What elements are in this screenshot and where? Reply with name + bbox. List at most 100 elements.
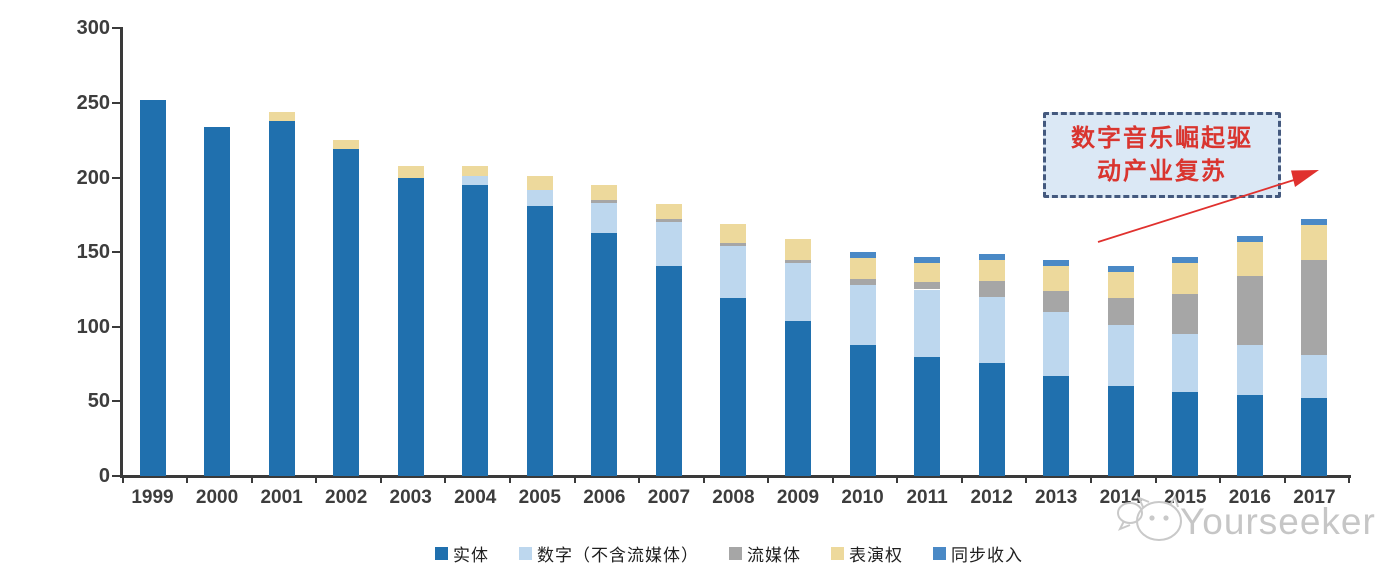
bar-segment	[978, 280, 1005, 297]
y-axis-line	[120, 27, 123, 477]
bar-segment	[978, 362, 1005, 476]
annotation-text-line2: 动产业复苏	[1097, 158, 1227, 185]
bar-segment	[1236, 235, 1263, 242]
legend: 实体 数字（不含流媒体） 流媒体 表演权 同步收入	[60, 541, 1398, 566]
legend-label: 实体	[453, 546, 489, 565]
legend-item: 数字（不含流媒体）	[519, 541, 699, 566]
x-axis-tick-label: 2002	[325, 487, 368, 508]
x-axis-tick	[379, 476, 382, 483]
bar-segment	[1107, 386, 1134, 476]
x-axis-tick-label: 2013	[1035, 487, 1078, 508]
x-axis-tick-label: 2005	[518, 487, 561, 508]
x-axis-tick-label: 2017	[1293, 487, 1336, 508]
bar-segment	[397, 177, 424, 476]
x-axis-tick-label: 2011	[906, 487, 948, 508]
bar-segment	[849, 285, 876, 345]
bar-segment	[1236, 241, 1263, 277]
bar-segment	[849, 279, 876, 285]
bar-segment	[591, 199, 618, 203]
x-axis-tick-label: 2014	[1099, 487, 1142, 508]
x-axis-tick	[1283, 476, 1286, 483]
bar-segment	[655, 222, 682, 266]
bar-segment	[1043, 259, 1070, 266]
bar-segment	[1107, 298, 1134, 326]
watermark-text: Yourseeker	[1180, 501, 1376, 542]
bar-segment	[914, 256, 941, 263]
x-axis-tick	[638, 476, 641, 483]
y-axis-tick	[112, 475, 121, 477]
bar-segment	[462, 165, 489, 177]
y-axis-tick-label: 200	[76, 166, 110, 189]
y-axis-tick-label: 0	[98, 465, 110, 487]
bar-segment	[978, 296, 1005, 363]
x-axis-tick-label: 2012	[970, 487, 1013, 508]
y-axis-tick	[112, 176, 121, 179]
bar-segment	[591, 185, 618, 200]
bar-segment	[720, 246, 747, 299]
bar-segment	[914, 282, 941, 290]
bar-segment	[526, 176, 553, 190]
legend-swatch-icon	[831, 547, 844, 560]
bar-segment	[139, 100, 166, 476]
bar-segment	[1172, 256, 1199, 263]
y-axis-tick	[112, 400, 121, 403]
bar-segment	[591, 232, 618, 476]
bar-segment	[1301, 398, 1328, 476]
x-axis-tick-label: 2016	[1228, 487, 1271, 508]
x-axis-tick	[767, 476, 770, 483]
legend-item: 同步收入	[933, 541, 1023, 566]
x-axis-tick	[315, 476, 318, 483]
x-axis-tick	[896, 476, 899, 483]
bar-segment	[720, 243, 747, 247]
x-axis-tick-label: 2003	[389, 487, 432, 508]
bar-segment	[785, 320, 811, 476]
x-axis-tick-label: 2010	[841, 487, 884, 508]
x-axis-tick	[1154, 476, 1157, 483]
y-axis-tick-label: 250	[76, 92, 110, 114]
bar-segment	[849, 344, 876, 476]
bar-segment	[785, 259, 811, 263]
bar-segment	[1043, 376, 1070, 476]
y-axis-tick	[112, 325, 121, 328]
x-axis-line	[120, 475, 1351, 478]
y-axis-tick-label: 100	[76, 315, 110, 338]
legend-swatch-icon	[519, 547, 532, 560]
x-axis-tick	[1219, 476, 1222, 483]
bar-segment	[785, 262, 811, 321]
bar-segment	[720, 298, 747, 476]
bar-segment	[1172, 293, 1199, 335]
legend-label: 同步收入	[951, 546, 1023, 565]
annotation-text-line1: 数字音乐崛起驱	[1071, 125, 1253, 152]
bar-segment	[1043, 265, 1070, 291]
x-axis-tick	[250, 476, 253, 483]
bar-segment	[1172, 334, 1199, 393]
bar-segment	[1236, 276, 1263, 345]
x-axis-tick	[1025, 476, 1028, 483]
bar-segment	[1236, 344, 1263, 396]
legend-label: 表演权	[849, 546, 903, 565]
bar-segment	[333, 140, 360, 150]
x-axis-tick-label: 2006	[583, 487, 626, 508]
bar-segment	[914, 262, 941, 283]
x-axis-tick	[831, 476, 834, 483]
bar-segment	[591, 202, 618, 233]
bar-segment	[849, 258, 876, 280]
legend-item: 实体	[435, 541, 489, 566]
x-axis-tick	[121, 476, 124, 483]
x-axis-tick	[702, 476, 705, 483]
legend-item: 流媒体	[729, 541, 801, 566]
bar-segment	[655, 265, 682, 476]
y-axis-tick-label: 150	[76, 241, 110, 264]
bar-segment	[849, 252, 876, 259]
bar-segment	[785, 238, 811, 260]
y-axis-tick	[112, 102, 121, 104]
bar-segment	[978, 253, 1005, 260]
x-axis-tick	[960, 476, 963, 483]
bar-segment	[655, 219, 682, 223]
y-axis-tick-label: 50	[87, 390, 110, 413]
bar-segment	[526, 205, 553, 476]
x-axis-tick-label: 2008	[712, 487, 755, 508]
x-axis-tick-label: 2000	[195, 487, 239, 508]
x-axis-tick	[509, 476, 511, 483]
